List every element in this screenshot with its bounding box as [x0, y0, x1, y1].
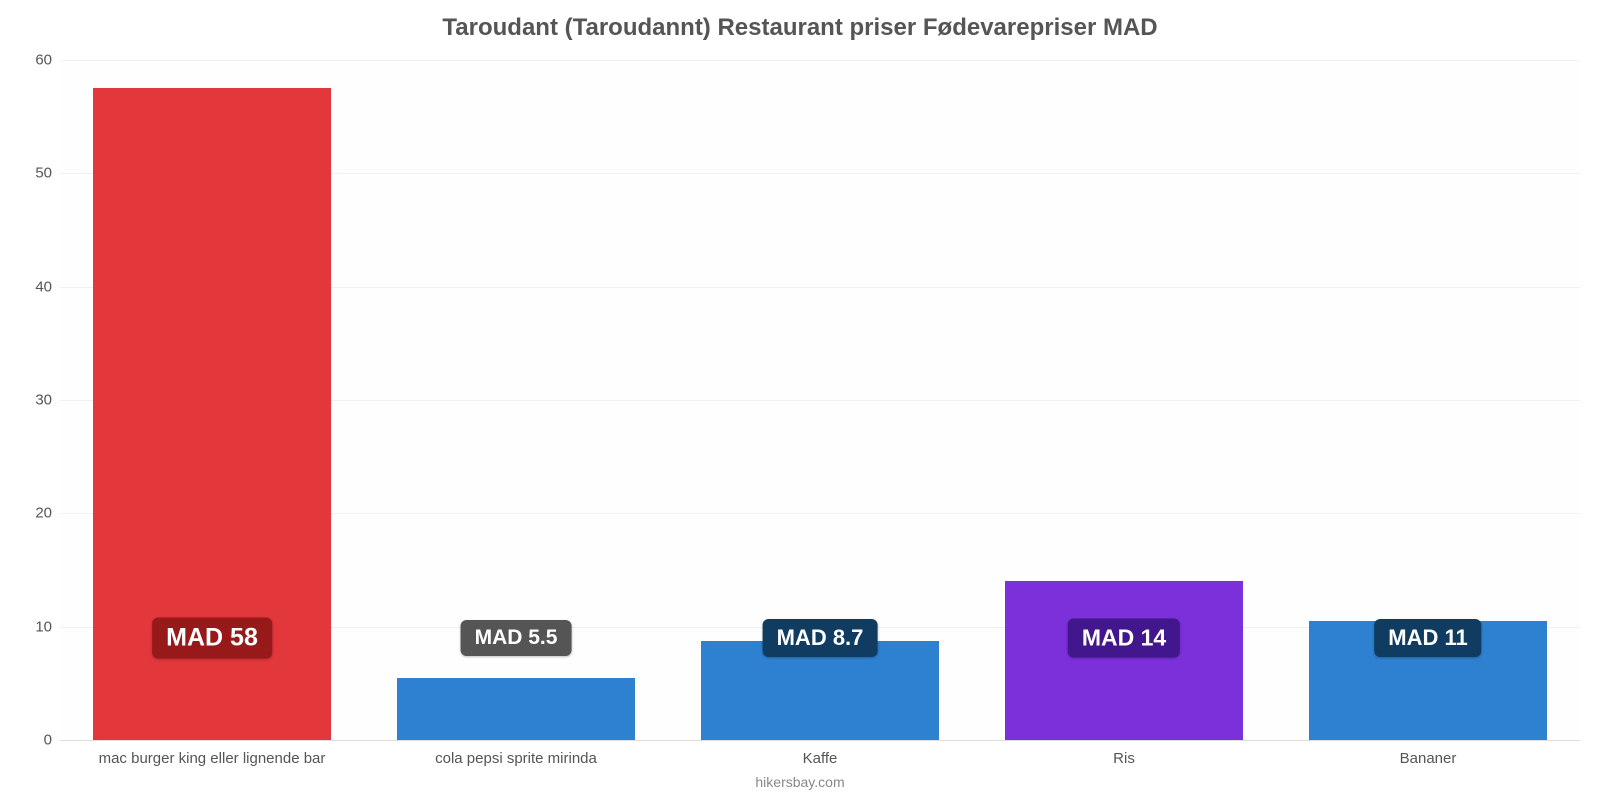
bar — [397, 678, 634, 740]
x-tick-label: mac burger king eller lignende bar — [60, 750, 364, 767]
bar-value-badge: MAD 5.5 — [461, 620, 572, 656]
plot-area: 0102030405060MAD 58mac burger king eller… — [60, 60, 1580, 740]
bar-value-badge: MAD 11 — [1374, 619, 1481, 657]
y-tick-label: 0 — [22, 732, 52, 749]
y-tick-label: 60 — [22, 52, 52, 69]
price-bar-chart: Taroudant (Taroudannt) Restaurant priser… — [0, 0, 1600, 800]
gridline — [60, 60, 1580, 61]
bar-value-badge: MAD 58 — [152, 618, 272, 659]
bar-value-badge: MAD 14 — [1068, 619, 1180, 658]
y-tick-label: 40 — [22, 278, 52, 295]
bar — [1005, 581, 1242, 740]
x-tick-label: Kaffe — [668, 750, 972, 767]
y-tick-label: 30 — [22, 392, 52, 409]
bar-value-badge: MAD 8.7 — [763, 619, 878, 657]
x-tick-label: cola pepsi sprite mirinda — [364, 750, 668, 767]
x-tick-label: Bananer — [1276, 750, 1580, 767]
chart-title: Taroudant (Taroudannt) Restaurant priser… — [0, 0, 1600, 42]
x-axis-line — [60, 740, 1580, 741]
y-tick-label: 50 — [22, 165, 52, 182]
credit-text: hikersbay.com — [0, 774, 1600, 790]
y-tick-label: 10 — [22, 618, 52, 635]
x-tick-label: Ris — [972, 750, 1276, 767]
y-tick-label: 20 — [22, 505, 52, 522]
